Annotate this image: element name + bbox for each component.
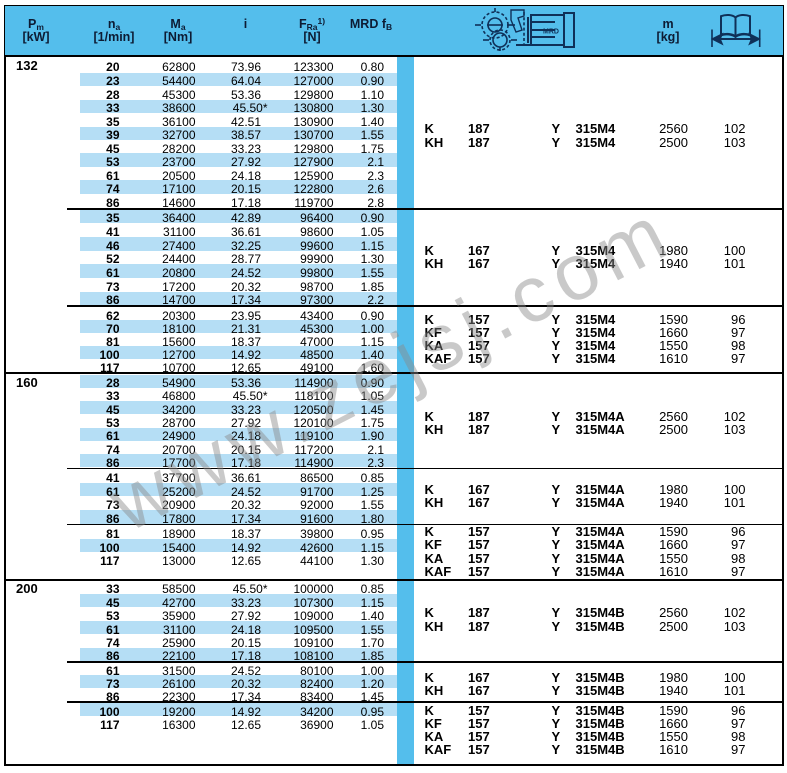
svg-text:MRD: MRD: [543, 29, 559, 36]
